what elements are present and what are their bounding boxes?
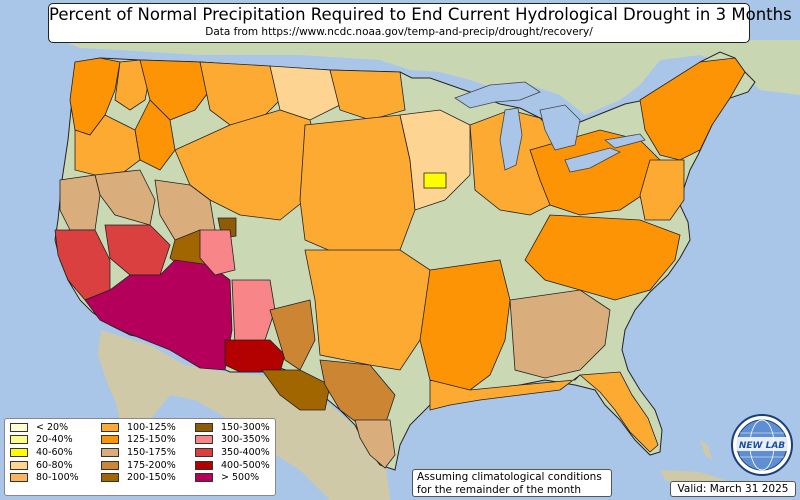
region-norcal: [59, 174, 101, 231]
legend-item: 400-500%: [195, 459, 270, 472]
great-lakes: [454, 81, 646, 173]
gulf-of-mexico: [405, 400, 630, 480]
canada-land: [60, 40, 800, 115]
legend-swatch: [195, 473, 213, 483]
region-southeast-tan: [509, 289, 611, 379]
legend-swatch: [101, 435, 119, 445]
region-nd: [329, 69, 406, 121]
legend-item: 20-40%: [10, 434, 79, 447]
region-southwest-magenta: [84, 259, 233, 371]
legend-label: 60-80%: [36, 459, 73, 471]
legend-swatch: [195, 460, 213, 470]
lake-superior: [454, 81, 541, 109]
note-line-1: Assuming climatological conditions: [417, 471, 602, 483]
lake-huron: [539, 104, 581, 151]
region-colorado-pink: [199, 229, 236, 276]
legend-label: < 20%: [36, 421, 69, 433]
legend-item: < 20%: [10, 421, 79, 434]
region-iowa-light: [399, 109, 471, 211]
legend-label: 80-100%: [36, 472, 79, 484]
legend-swatch: [10, 473, 28, 483]
region-tx-south: [354, 419, 396, 469]
legend-swatch: [10, 422, 28, 432]
map-subtitle: Data from https://www.ncdc.noaa.gov/temp…: [205, 26, 593, 38]
drought-regions: [54, 57, 746, 469]
legend-item: 150-175%: [101, 446, 176, 459]
map-title: Percent of Normal Precipitation Required…: [49, 5, 792, 24]
legend-column-1: < 20% 20-40% 40-60% 60-80% 80-100%: [10, 421, 79, 484]
valid-date-label: Valid: March 31 2025: [670, 481, 796, 497]
legend-item: 150-300%: [195, 421, 270, 434]
legend-column-2: 100-125% 125-150% 150-175% 175-200% 200-…: [101, 421, 176, 484]
legend-label: 150-175%: [127, 446, 176, 458]
title-box: Percent of Normal Precipitation Required…: [48, 3, 792, 43]
region-dakotas: [269, 65, 341, 121]
lake-michigan: [499, 107, 523, 171]
legend-column-3: 150-300% 300-350% 350-400% 400-500% > 50…: [195, 421, 270, 484]
region-lower-mississippi: [419, 259, 511, 396]
legend-swatch: [101, 422, 119, 432]
region-nm-pink: [231, 279, 276, 346]
legend-label: 150-300%: [221, 421, 270, 433]
region-southern-plains: [304, 249, 431, 371]
legend-label: 350-400%: [221, 446, 270, 458]
legend-swatch: [10, 435, 28, 445]
legend-label: 40-60%: [36, 446, 73, 458]
legend-swatch: [101, 460, 119, 470]
note-line-2: for the remainder of the month: [417, 483, 582, 496]
region-new-england: [639, 57, 746, 161]
legend-label: 100-125%: [127, 421, 176, 433]
legend-label: > 500%: [221, 472, 260, 484]
legend-label: 400-500%: [221, 459, 270, 471]
region-tx-dark: [261, 369, 331, 411]
legend-swatch: [101, 447, 119, 457]
region-ohio-valley: [529, 129, 661, 216]
region-mid-atlantic: [639, 159, 685, 221]
region-carolinas: [524, 214, 681, 301]
legend-item: > 500%: [195, 471, 270, 484]
legend-item: 175-200%: [101, 459, 176, 472]
legend-swatch: [195, 422, 213, 432]
region-oregon: [74, 114, 141, 176]
legend-label: 300-350%: [221, 434, 270, 446]
region-gulf-coast: [429, 374, 581, 411]
baja-peninsula: [98, 335, 150, 445]
legend-item: 125-150%: [101, 434, 176, 447]
bahamas: [700, 440, 712, 460]
region-nebraska-kansas: [299, 114, 416, 256]
legend: < 20% 20-40% 40-60% 60-80% 80-100% 100-1…: [4, 418, 276, 496]
legend-label: 175-200%: [127, 459, 176, 471]
globe-logo-icon: NEW LAB: [731, 414, 793, 476]
legend-item: 200-150%: [101, 471, 176, 484]
logo-text: NEW LAB: [739, 441, 785, 451]
assumption-note: Assuming climatological conditions for t…: [412, 469, 612, 497]
region-mn-yellow: [423, 172, 447, 189]
lake-ontario: [604, 133, 646, 149]
mexico-land: [100, 330, 390, 500]
legend-label: 200-150%: [127, 472, 176, 484]
legend-item: 40-60%: [10, 446, 79, 459]
legend-label: 20-40%: [36, 434, 73, 446]
legend-swatch: [10, 447, 28, 457]
legend-label: 125-150%: [127, 434, 176, 446]
legend-swatch: [195, 447, 213, 457]
legend-item: 300-350%: [195, 434, 270, 447]
legend-item: 60-80%: [10, 459, 79, 472]
region-tx-brown: [269, 299, 316, 371]
legend-item: 80-100%: [10, 471, 79, 484]
legend-item: 350-400%: [195, 446, 270, 459]
region-florida: [578, 371, 659, 453]
lake-erie: [564, 147, 621, 173]
legend-item: 100-125%: [101, 421, 176, 434]
legend-swatch: [10, 460, 28, 470]
legend-swatch: [101, 473, 119, 483]
legend-swatch: [195, 435, 213, 445]
